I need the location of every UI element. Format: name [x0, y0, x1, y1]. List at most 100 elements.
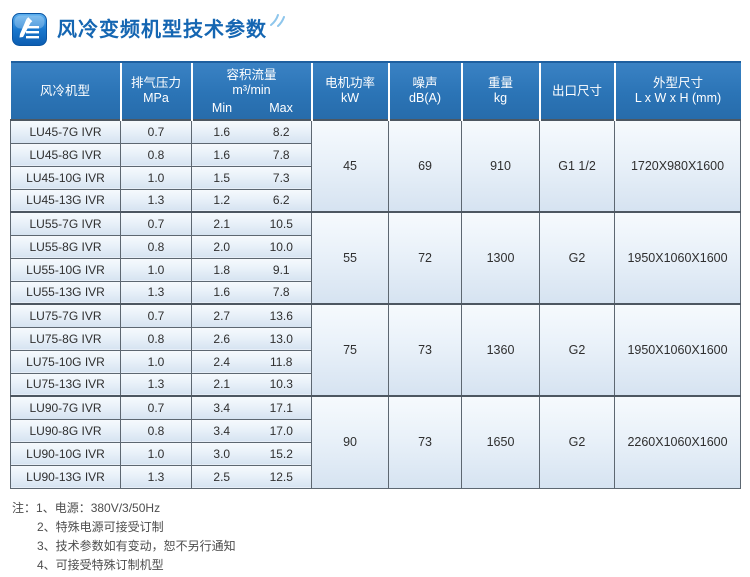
cell-dims: 1950X1060X1600	[614, 211, 742, 305]
note-text: 2、特殊电源可接受订制	[37, 519, 164, 534]
cell-dims: 1720X980X1600	[614, 119, 742, 213]
cell-model: LU45-10G IVR	[10, 165, 121, 190]
swoosh-decoration	[269, 13, 287, 32]
cell-model: LU90-10G IVR	[10, 441, 121, 466]
note-prefix: 注：	[12, 500, 37, 515]
cell-model: LU45-8G IVR	[10, 142, 121, 167]
table-row: LU55-10G IVR 1.0 1.8 9.1	[10, 257, 741, 282]
note-text: 4、可接受特殊订制机型	[37, 557, 164, 572]
cell-dims: 2260X1060X1600	[614, 395, 742, 489]
notes: 注：1、电源：380V/3/50Hz 2、特殊电源可接受订制 3、技术参数如有变…	[12, 499, 750, 575]
cell-model: LU55-13G IVR	[10, 280, 121, 305]
cell-model: LU75-7G IVR	[10, 303, 121, 328]
col-header-dims: 外型尺寸 L x W x H (mm)	[613, 61, 741, 120]
note-line: 注：1、电源：380V/3/50Hz	[12, 499, 750, 518]
page-title: 风冷变频机型技术参数	[57, 18, 267, 41]
cell-flow-min: 2.4	[191, 349, 252, 374]
cell-noise: 72	[388, 211, 463, 305]
cell-flow-min: 2.1	[191, 211, 252, 236]
table-row: LU55-13G IVR 1.3 1.6 7.8	[10, 280, 741, 305]
cell-weight: 1650	[461, 395, 541, 489]
cell-flow-max: 7.8	[251, 142, 313, 167]
cell-flow-min: 2.6	[191, 326, 252, 351]
cell-outlet: G1 1/2	[539, 119, 616, 213]
cell-outlet: G2	[539, 211, 616, 305]
cell-outlet: G2	[539, 395, 616, 489]
page-header: 风冷变频机型技术参数	[0, 0, 750, 50]
cell-flow-min: 3.4	[191, 418, 252, 443]
cell-weight: 1360	[461, 303, 541, 397]
cell-pressure: 1.0	[120, 257, 192, 282]
cell-flow-min: 2.7	[191, 303, 252, 328]
table-row: LU90-13G IVR 1.3 2.5 12.5	[10, 464, 741, 489]
cell-flow-min: 1.6	[191, 142, 252, 167]
cell-flow-max: 17.1	[251, 395, 313, 420]
table-row: LU90-10G IVR 1.0 3.0 15.2	[10, 441, 741, 466]
col-header-power: 电机功率 kW	[310, 61, 389, 120]
cell-outlet: G2	[539, 303, 616, 397]
cell-pressure: 1.3	[120, 464, 192, 489]
note-line: 4、可接受特殊订制机型	[12, 556, 750, 575]
cell-power: 75	[311, 303, 390, 397]
cell-model: LU45-7G IVR	[10, 119, 121, 144]
cell-flow-min: 3.0	[191, 441, 252, 466]
col-header-flow-max: Max	[269, 100, 293, 115]
table-row: LU45-13G IVR 1.3 1.2 6.2	[10, 188, 741, 213]
cell-pressure: 0.8	[120, 142, 192, 167]
cell-pressure: 1.0	[120, 165, 192, 190]
cell-pressure: 1.3	[120, 280, 192, 305]
table-row: LU55-8G IVR 0.8 2.0 10.0	[10, 234, 741, 259]
col-header-outlet: 出口尺寸	[538, 61, 615, 120]
cell-flow-max: 17.0	[251, 418, 313, 443]
cell-pressure: 1.3	[120, 188, 192, 213]
table-row: LU45-8G IVR 0.8 1.6 7.8	[10, 142, 741, 167]
col-header-noise: 噪声 dB(A)	[387, 61, 462, 120]
cell-flow-max: 12.5	[251, 464, 313, 489]
cell-noise: 73	[388, 395, 463, 489]
cell-pressure: 0.7	[120, 395, 192, 420]
cell-pressure: 1.0	[120, 349, 192, 374]
cell-flow-min: 1.6	[191, 280, 252, 305]
table-row: LU75-13G IVR 1.3 2.1 10.3	[10, 372, 741, 397]
cell-model: LU90-8G IVR	[10, 418, 121, 443]
col-header-flow: 容积流量 m³/min Min Max	[190, 61, 312, 120]
cell-weight: 1300	[461, 211, 541, 305]
cell-model: LU90-7G IVR	[10, 395, 121, 420]
cell-flow-min: 3.4	[191, 395, 252, 420]
note-line: 2、特殊电源可接受订制	[12, 518, 750, 537]
cell-flow-min: 2.0	[191, 234, 252, 259]
spec-table: 风冷机型 排气压力 MPa 容积流量 m³/min Min Max 电机功率 k	[10, 61, 742, 489]
table-row: LU90-8G IVR 0.8 3.4 17.0	[10, 418, 741, 443]
cell-flow-max: 6.2	[251, 188, 313, 213]
cell-flow-min: 1.6	[191, 119, 252, 144]
cell-flow-min: 1.5	[191, 165, 252, 190]
cell-noise: 73	[388, 303, 463, 397]
cell-power: 90	[311, 395, 390, 489]
cell-pressure: 1.3	[120, 372, 192, 397]
col-header-flow-min: Min	[211, 100, 233, 115]
header-row: 风冷机型 排气压力 MPa 容积流量 m³/min Min Max 电机功率 k	[10, 61, 741, 120]
cell-flow-max: 10.0	[251, 234, 313, 259]
cell-model: LU55-10G IVR	[10, 257, 121, 282]
table-row: LU55-7G IVR 0.7 2.1 10.5 55 72 1300 G2 1…	[10, 211, 742, 305]
cell-dims: 1950X1060X1600	[614, 303, 742, 397]
table-row: LU90-7G IVR 0.7 3.4 17.1 90 73 1650 G2 2…	[10, 395, 742, 489]
cell-flow-min: 1.8	[191, 257, 252, 282]
col-header-pressure: 排气压力 MPa	[119, 61, 192, 120]
note-text: 3、技术参数如有变动，恕不另行通知	[37, 538, 236, 553]
table-row: LU75-10G IVR 1.0 2.4 11.8	[10, 349, 741, 374]
cell-flow-max: 7.8	[251, 280, 313, 305]
cell-model: LU55-7G IVR	[10, 211, 121, 236]
cell-flow-max: 11.8	[251, 349, 313, 374]
cell-model: LU75-10G IVR	[10, 349, 121, 374]
pen-notepad-icon	[12, 13, 47, 46]
cell-power: 45	[311, 119, 390, 213]
cell-pressure: 0.8	[120, 418, 192, 443]
cell-flow-max: 10.3	[251, 372, 313, 397]
cell-model: LU55-8G IVR	[10, 234, 121, 259]
cell-model: LU75-8G IVR	[10, 326, 121, 351]
cell-weight: 910	[461, 119, 541, 213]
cell-model: LU75-13G IVR	[10, 372, 121, 397]
cell-pressure: 0.7	[120, 303, 192, 328]
